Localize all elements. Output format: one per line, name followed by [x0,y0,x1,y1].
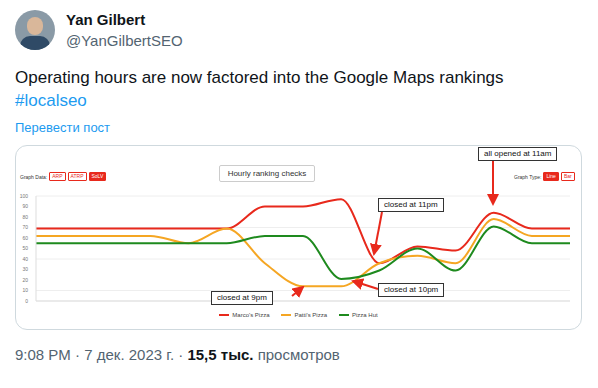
html-text:Bar: Bar [563,173,572,179]
html-text:Pizza Hut: Pizza Hut [352,312,378,318]
html-text:Перевести пост: Перевести пост [15,120,111,135]
html-text:@YanGilbertSEO: @YanGilbertSEO [66,32,183,49]
html-text:SoLV: SoLV [91,173,104,179]
svg-text:60: 60 [22,235,28,241]
html-text:ATRP: ATRP [70,173,84,179]
html-text:#localseo: #localseo [15,91,87,110]
svg-text:40: 40 [22,256,28,262]
html-text:Marco's Pizza: Marco's Pizza [232,312,270,318]
svg-text:10: 10 [22,287,28,293]
svg-text:70: 70 [22,224,28,230]
html-text:closed at 11pm: closed at 11pm [384,200,438,209]
html-text:ARP: ARP [52,173,63,179]
svg-text:30: 30 [22,266,28,272]
html-text:Operating hours are now factor: Operating hours are now factored into th… [15,68,504,87]
html-text:Graph Data:: Graph Data: [20,173,48,180]
svg-text:100: 100 [20,193,29,199]
html-text:9:08 PM · 7 дек. 2023 г. · 15,: 9:08 PM · 7 дек. 2023 г. · 15,5 тыс. про… [15,346,340,363]
svg-text:0: 0 [25,298,28,304]
html-text:all opened at 11am: all opened at 11am [484,149,552,158]
html-text:Graph Type:: Graph Type: [514,173,542,180]
html-text:closed at 9pm: closed at 9pm [217,293,267,302]
html-text:Yan Gilbert: Yan Gilbert [66,11,146,28]
svg-text:20: 20 [22,277,28,283]
svg-text:50: 50 [22,245,28,251]
html-text:Hourly ranking checks: Hourly ranking checks [227,169,307,178]
html-text:closed at 10pm: closed at 10pm [384,285,439,294]
svg-text:80: 80 [22,214,28,220]
html-text:Line: Line [546,173,556,179]
svg-text:90: 90 [22,203,28,209]
html-text:Patti's Pizza: Patti's Pizza [294,312,327,318]
